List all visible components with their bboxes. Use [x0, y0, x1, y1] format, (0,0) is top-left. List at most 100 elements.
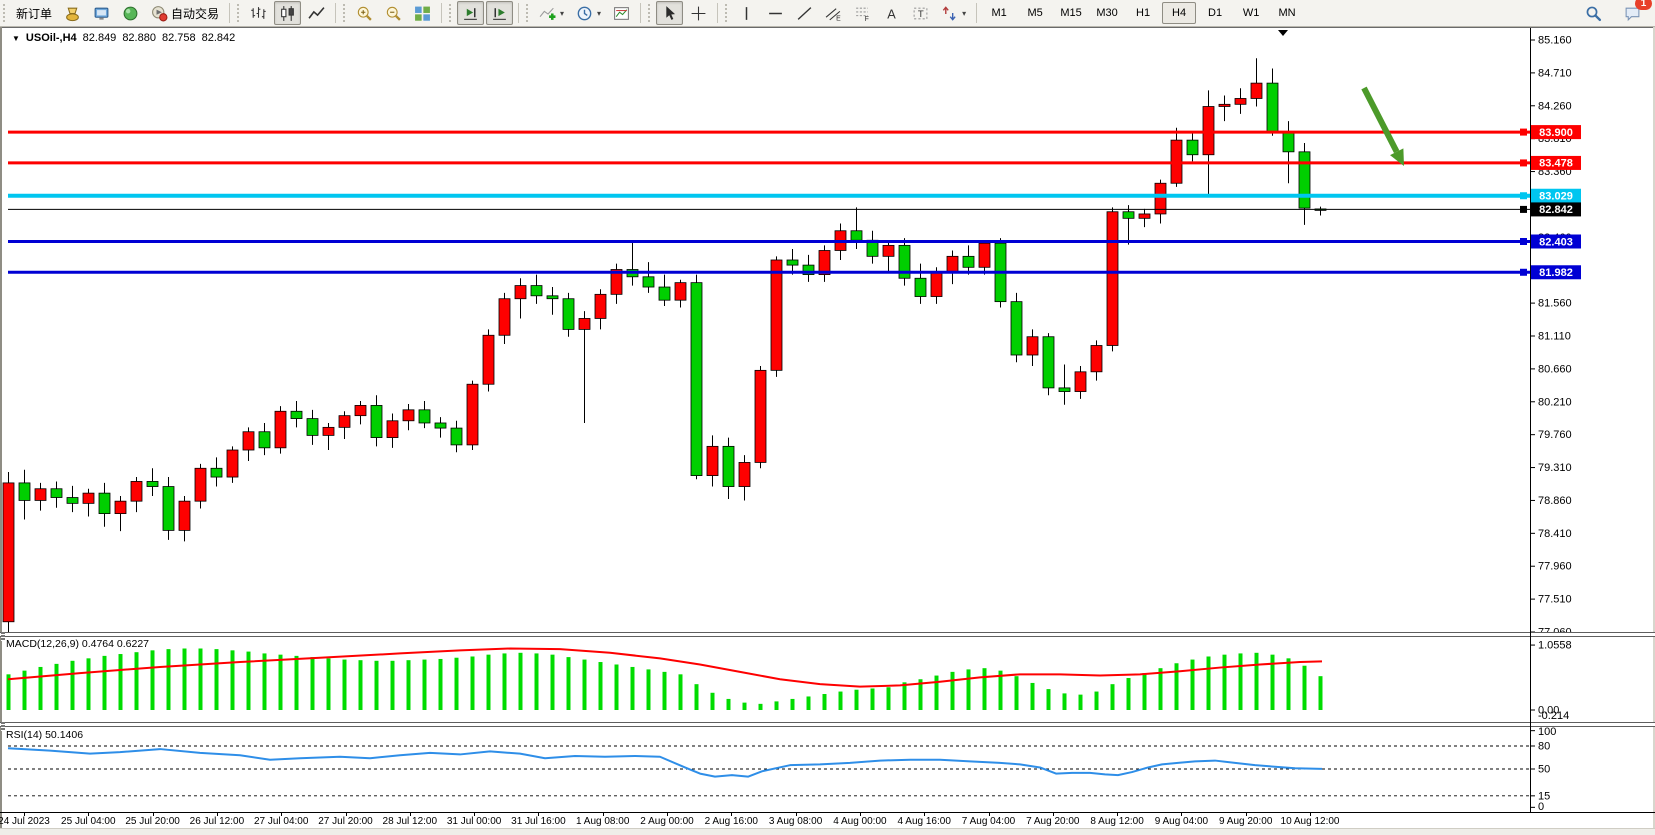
toolbar-grip-icon [647, 4, 653, 22]
time-tick [538, 813, 540, 816]
time-label: 7 Aug 20:00 [1026, 816, 1080, 827]
time-label: 1 Aug 08:00 [575, 816, 630, 827]
trendline-button[interactable] [791, 1, 818, 25]
trend-icon [797, 6, 812, 20]
svg-text:77.960: 77.960 [1538, 561, 1572, 573]
time-tick [859, 813, 861, 816]
autotrading-button[interactable]: 自动交易 [146, 1, 224, 25]
navigator-button[interactable] [117, 1, 144, 25]
ohlc-low: 82.758 [161, 32, 196, 44]
bar-chart-button[interactable] [245, 1, 272, 25]
fibo-icon: F [856, 7, 869, 22]
crosshair-button[interactable] [685, 1, 712, 25]
timeframe-m30-button[interactable]: M30 [1096, 7, 1118, 19]
time-tick [1117, 813, 1119, 816]
toolbar-separator [976, 3, 978, 23]
candlestick-button[interactable] [274, 1, 302, 25]
panel-separator[interactable] [0, 722, 1655, 727]
separator-grip-icon[interactable] [1, 632, 5, 641]
time-tick [731, 813, 733, 816]
zoomin-icon [357, 6, 372, 21]
macd-panel-canvas[interactable]: 1.0558 0.00-0.214 MACD(12,26,9) 0.4764 0.6… [0, 635, 1655, 722]
toolbar-separator [335, 3, 337, 23]
cursor-button[interactable] [656, 1, 684, 25]
timeframe-w1-button[interactable]: W1 [1242, 7, 1260, 19]
timeframe-m1-button[interactable]: M1 [991, 7, 1007, 19]
svg-text:83.478: 83.478 [1539, 158, 1573, 170]
shift-icon [493, 7, 506, 20]
text-button[interactable]: A [878, 1, 905, 25]
time-label: 24 Jul 2023 [0, 816, 50, 827]
svg-text:80: 80 [1538, 741, 1550, 753]
chart-shift-marker-icon [1278, 30, 1288, 36]
time-label: 9 Aug 20:00 [1218, 816, 1273, 827]
rsi-line [7, 747, 1323, 778]
timeframe-h1-button[interactable]: H1 [1136, 7, 1151, 19]
svg-text:80.660: 80.660 [1538, 363, 1572, 375]
svg-text:15: 15 [1538, 790, 1550, 802]
data-window-button[interactable] [88, 1, 115, 25]
timeframe-d1-button[interactable]: D1 [1208, 7, 1223, 19]
status-bar [0, 828, 1655, 835]
arrows-button[interactable]: ▾ [936, 1, 971, 25]
price-chart-canvas[interactable]: 85.16084.71084.26083.81083.36082.91082.4… [0, 28, 1655, 632]
time-tick [152, 813, 154, 816]
toolbar: 新订单 自动交易 ▾ ▾ E F A T ▾ M1 M5 M15 M30 H1 H4 D1 W1 MN 1 [0, 0, 1655, 27]
timeframe-mn-button[interactable]: MN [1278, 7, 1296, 19]
time-label: 9 Aug 04:00 [1154, 816, 1209, 827]
ohlc-high: 82.880 [122, 32, 156, 44]
svg-text:82.842: 82.842 [1539, 204, 1573, 216]
time-axis[interactable]: 24 Jul 2023 25 Jul 04:00 25 Jul 20:00 26 Ju… [0, 813, 1655, 827]
text-label-button[interactable]: T [907, 1, 934, 25]
autotrading-button-label: 自动交易 [171, 6, 220, 21]
indicators-button[interactable]: ▾ [534, 1, 569, 25]
crosshair-icon [691, 6, 706, 20]
timeframe-m15-button[interactable]: M15 [1060, 7, 1082, 19]
time-tick [474, 813, 476, 816]
fibonacci-button[interactable]: F [849, 1, 876, 25]
new-order-button[interactable]: 新订单 [11, 1, 57, 25]
time-label: 2 Aug 00:00 [640, 816, 694, 827]
labelT-icon: T [913, 7, 928, 20]
panel-separator[interactable] [0, 632, 1655, 637]
time-label: 2 Aug 16:00 [704, 816, 758, 827]
toolbar-right: 1 [1579, 0, 1652, 27]
rsi-panel-canvas[interactable]: 100 80 50 150 RSI(14) 50.1406 [0, 726, 1655, 812]
search-icon [1586, 6, 1602, 22]
symbol-dropdown-icon[interactable]: ▼ [12, 33, 20, 43]
notifications-button[interactable]: 1 [1619, 0, 1652, 26]
periods-button[interactable]: ▾ [571, 1, 606, 25]
zoom-out-button[interactable] [380, 1, 407, 25]
search-button[interactable] [1580, 2, 1607, 26]
bars-icon [251, 6, 266, 19]
time-tick [1245, 813, 1247, 816]
timeframe-h4-button[interactable]: H4 [1162, 2, 1197, 24]
toolbar-separator [518, 3, 520, 23]
svg-text:81.560: 81.560 [1538, 298, 1572, 310]
svg-text:79.760: 79.760 [1538, 429, 1572, 441]
market-watch-icon [66, 7, 79, 21]
market-watch-button[interactable] [59, 1, 86, 25]
horizontal-line-button[interactable] [762, 1, 789, 25]
price-axis-border [1530, 28, 1531, 812]
tile-windows-button[interactable] [409, 1, 436, 25]
zoom-in-button[interactable] [351, 1, 378, 25]
svg-text:81.982: 81.982 [1539, 267, 1573, 279]
terminal-icon [94, 7, 109, 20]
clock-icon [577, 6, 592, 20]
vertical-line-button[interactable] [733, 1, 760, 25]
toolbar-grip-icon [724, 4, 730, 22]
auto-scroll-button[interactable] [457, 1, 485, 25]
autotrading-icon [152, 5, 168, 21]
line-chart-button[interactable] [303, 1, 330, 25]
time-label: 8 Aug 12:00 [1090, 816, 1144, 827]
hline-icon [769, 12, 782, 14]
equidistant-channel-button[interactable]: E [820, 1, 847, 25]
svg-text:82.403: 82.403 [1539, 236, 1573, 248]
cursor-icon [666, 5, 676, 20]
timeframe-m5-button[interactable]: M5 [1027, 7, 1043, 19]
chart-shift-button[interactable] [486, 1, 514, 25]
separator-grip-icon[interactable] [1, 722, 5, 731]
time-label: 25 Jul 20:00 [125, 816, 180, 827]
chart-properties-button[interactable] [608, 1, 635, 25]
